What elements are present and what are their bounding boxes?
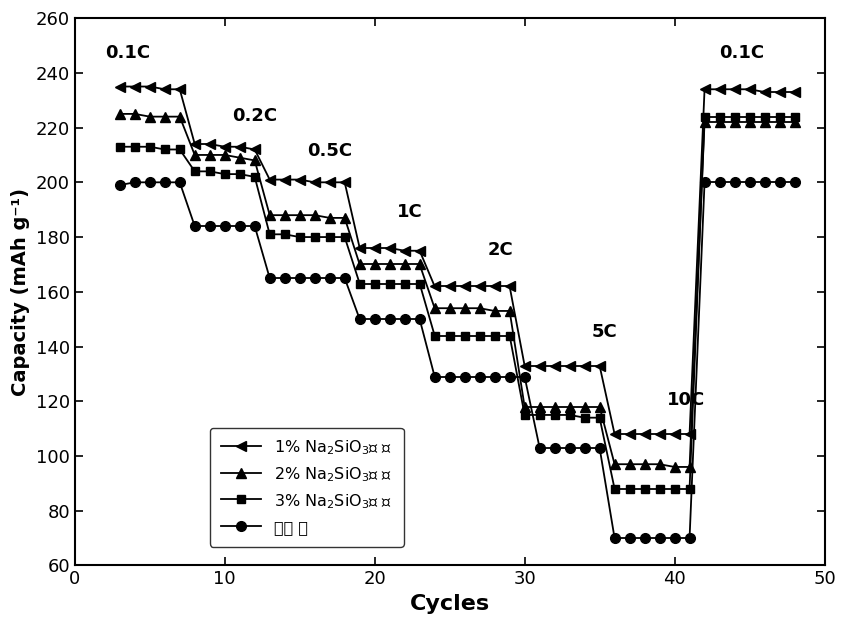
1% Na₂SiO₃包覆 xyxy=(130,82,140,90)
未包覆 xyxy=(130,179,140,186)
Text: 0.1C: 0.1C xyxy=(720,44,765,62)
3% Na₂SiO₃包覆 xyxy=(114,143,125,151)
3% Na₂SiO₃包覆 xyxy=(174,146,185,153)
Line: 1% Na₂SiO₃包覆: 1% Na₂SiO₃包覆 xyxy=(115,82,185,94)
Line: 2% Na₂SiO₃包覆: 2% Na₂SiO₃包覆 xyxy=(115,109,185,121)
3% Na₂SiO₃包覆 xyxy=(130,143,140,151)
未包覆 xyxy=(145,179,155,186)
1% Na₂SiO₃包覆 xyxy=(160,86,170,93)
2% Na₂SiO₃包覆 xyxy=(114,110,125,118)
2% Na₂SiO₃包覆 xyxy=(145,113,155,121)
未包覆 xyxy=(160,179,170,186)
Text: 10C: 10C xyxy=(667,391,706,409)
X-axis label: Cycles: Cycles xyxy=(410,594,490,614)
Legend: 1% Na$_2$SiO$_3$包 覆, 2% Na$_2$SiO$_3$包 覆, 3% Na$_2$SiO$_3$包 覆, 未包 覆: 1% Na$_2$SiO$_3$包 覆, 2% Na$_2$SiO$_3$包 覆… xyxy=(210,428,403,546)
Y-axis label: Capacity (mAh g⁻¹): Capacity (mAh g⁻¹) xyxy=(11,188,30,396)
3% Na₂SiO₃包覆 xyxy=(145,143,155,151)
Text: 0.5C: 0.5C xyxy=(307,142,352,161)
Line: 3% Na₂SiO₃包覆: 3% Na₂SiO₃包覆 xyxy=(115,142,184,154)
2% Na₂SiO₃包覆 xyxy=(130,110,140,118)
未包覆 xyxy=(114,181,125,189)
Line: 未包覆: 未包覆 xyxy=(115,177,185,190)
Text: 5C: 5C xyxy=(592,323,617,341)
1% Na₂SiO₃包覆 xyxy=(174,86,185,93)
Text: 0.2C: 0.2C xyxy=(232,107,277,125)
Text: 0.1C: 0.1C xyxy=(105,44,150,62)
3% Na₂SiO₃包覆 xyxy=(160,146,170,153)
Text: 2C: 2C xyxy=(487,241,513,259)
Text: 1C: 1C xyxy=(397,202,423,221)
1% Na₂SiO₃包覆 xyxy=(114,82,125,90)
1% Na₂SiO₃包覆 xyxy=(145,82,155,90)
未包覆 xyxy=(174,179,185,186)
2% Na₂SiO₃包覆 xyxy=(160,113,170,121)
2% Na₂SiO₃包覆 xyxy=(174,113,185,121)
